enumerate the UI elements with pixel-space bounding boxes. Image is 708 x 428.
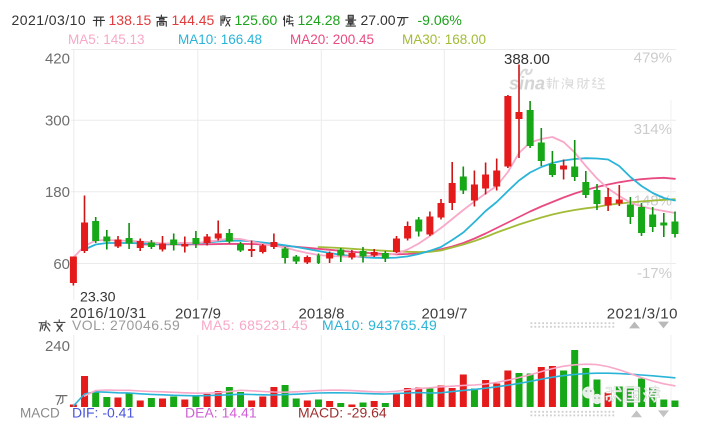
- svg-text:DIF: -0.41: DIF: -0.41: [72, 405, 134, 421]
- svg-text:MA30: 168.00: MA30: 168.00: [402, 32, 486, 47]
- svg-text:MA20: 200.45: MA20: 200.45: [290, 32, 374, 47]
- svg-text:314%: 314%: [634, 121, 672, 138]
- svg-text:60: 60: [53, 256, 70, 273]
- svg-text:2021/3/10: 2021/3/10: [607, 306, 678, 323]
- svg-text:-9.06%: -9.06%: [418, 12, 462, 28]
- svg-text:479%: 479%: [634, 50, 672, 67]
- svg-text:2016/10/31: 2016/10/31: [70, 306, 147, 322]
- svg-text:180: 180: [45, 184, 70, 201]
- svg-text:VOL: 270046.59: VOL: 270046.59: [72, 317, 180, 333]
- svg-text:MA10: 166.48: MA10: 166.48: [178, 32, 262, 47]
- svg-text:2019/7: 2019/7: [422, 306, 468, 323]
- svg-text:420: 420: [45, 51, 70, 68]
- svg-text:300: 300: [45, 113, 70, 130]
- svg-text:DEA: 14.41: DEA: 14.41: [185, 405, 257, 421]
- svg-text:23.30: 23.30: [80, 290, 116, 306]
- svg-text:MACD: -29.64: MACD: -29.64: [298, 405, 387, 421]
- svg-text:388.00: 388.00: [504, 51, 550, 68]
- svg-text:MACD: MACD: [20, 406, 60, 421]
- svg-text:2018/8: 2018/8: [299, 306, 345, 323]
- svg-text:125.60: 125.60: [235, 12, 278, 28]
- svg-text:138.15: 138.15: [109, 12, 152, 28]
- svg-text:2021/03/10: 2021/03/10: [12, 12, 87, 28]
- svg-text:MA5: 145.13: MA5: 145.13: [68, 32, 145, 47]
- svg-text:2017/9: 2017/9: [175, 306, 221, 323]
- svg-text:240: 240: [45, 338, 70, 355]
- svg-text:MA10: 943765.49: MA10: 943765.49: [322, 317, 437, 333]
- svg-text:MA5: 685231.45: MA5: 685231.45: [201, 317, 308, 333]
- svg-text:27.00: 27.00: [361, 12, 396, 28]
- svg-text:sina: sina: [509, 74, 545, 94]
- svg-text:124.28: 124.28: [298, 12, 341, 28]
- svg-text:-17%: -17%: [637, 265, 672, 282]
- svg-text:144.45: 144.45: [172, 12, 215, 28]
